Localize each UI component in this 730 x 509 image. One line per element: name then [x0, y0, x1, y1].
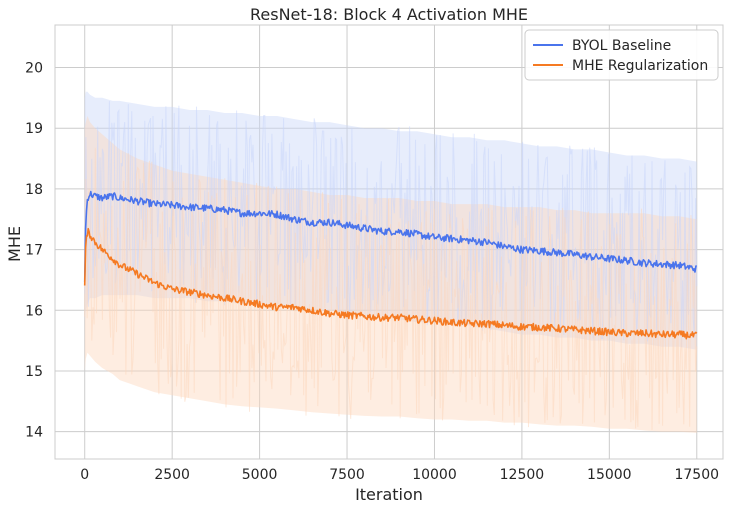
y-axis-title: MHE	[5, 226, 24, 262]
x-tick-label: 17500	[674, 467, 719, 483]
x-tick-label: 0	[80, 467, 89, 483]
x-tick-label: 12500	[500, 467, 545, 483]
y-tick-label: 20	[25, 60, 43, 76]
x-tick-label: 5000	[242, 467, 278, 483]
raw-noise-traces	[84, 101, 698, 431]
y-tick-label: 17	[25, 243, 43, 259]
legend-label-mhe-regularization: MHE Regularization	[572, 58, 708, 74]
x-tick-label: 15000	[587, 467, 632, 483]
chart-title: ResNet-18: Block 4 Activation MHE	[250, 5, 528, 24]
legend-box	[524, 29, 719, 81]
y-tick-label: 15	[25, 364, 43, 380]
y-tick-label: 19	[25, 121, 43, 137]
legend: BYOL Baseline MHE Regularization	[524, 29, 719, 81]
y-tick-label: 18	[25, 182, 43, 198]
noise-mhe-regularization	[84, 147, 698, 431]
series-line-mhe-regularization	[83, 227, 698, 340]
y-tick-label: 14	[25, 425, 43, 441]
plot-frame	[54, 24, 724, 460]
legend-label-byol-baseline: BYOL Baseline	[572, 38, 671, 54]
x-axis-title: Iteration	[355, 485, 423, 504]
plot-border	[54, 24, 724, 460]
x-tick-label: 2500	[154, 467, 190, 483]
series-lines	[83, 190, 698, 340]
y-axis-ticks: 14 15 16 17 18 19 20	[25, 60, 43, 440]
x-tick-label: 10000	[412, 467, 457, 483]
series-line-byol-baseline	[83, 190, 697, 283]
x-axis-ticks: 0 2500 5000 7500 10000 12500 15000 17500	[80, 467, 719, 483]
band-byol-baseline	[84, 91, 697, 350]
y-tick-label: 16	[25, 303, 43, 319]
x-tick-label: 7500	[329, 467, 365, 483]
